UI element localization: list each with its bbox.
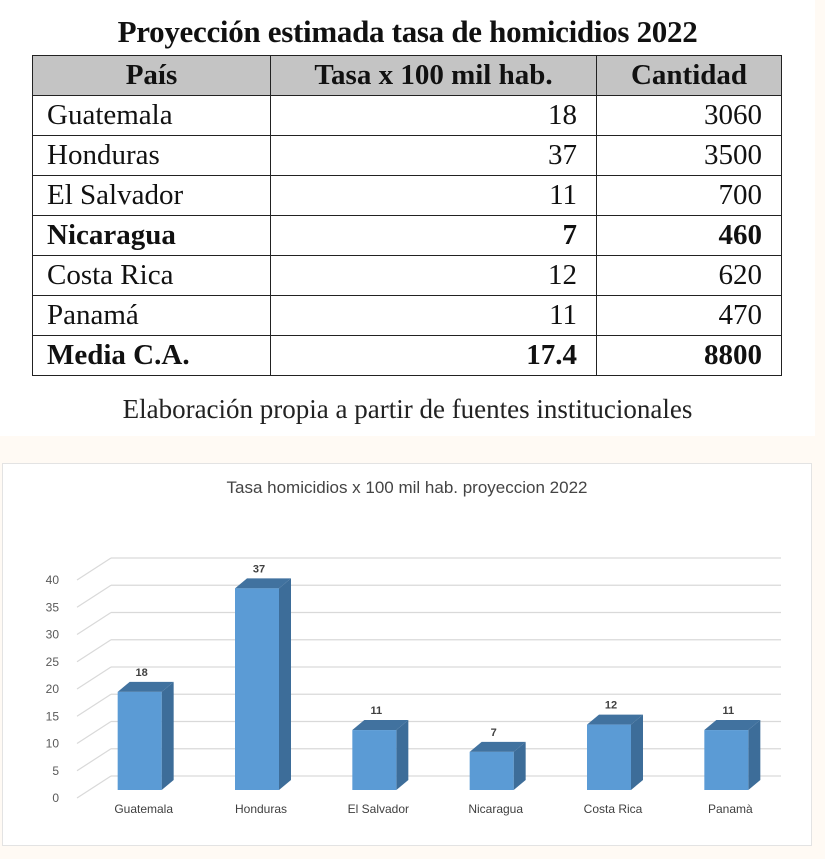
y-axis-ticks: 0 5 10 15 20 25 30 35 40	[46, 573, 60, 805]
y-tick-label: 10	[46, 737, 60, 751]
bar-el-salvador: 11	[352, 705, 409, 790]
chart-title: Tasa homicidios x 100 mil hab. proyeccio…	[226, 478, 588, 497]
chart-gridlines	[76, 557, 781, 799]
y-tick-label: 5	[52, 764, 59, 778]
homicide-table: País Tasa x 100 mil hab. Cantidad Guatem…	[32, 55, 782, 376]
x-category-label: Panamà	[708, 802, 753, 816]
cell-pais: Costa Rica	[32, 255, 271, 296]
bar-chart: Tasa homicidios x 100 mil hab. proyeccio…	[2, 463, 812, 846]
gridline-diagonal	[76, 775, 112, 799]
table-panel: Proyección estimada tasa de homicidios 2…	[0, 0, 815, 436]
header-cantidad: Cantidad	[596, 55, 782, 96]
y-tick-label: 30	[46, 628, 60, 642]
cell-tasa: 17.4	[270, 335, 597, 376]
x-category-label: Honduras	[235, 802, 287, 816]
y-tick-label: 40	[46, 573, 60, 587]
header-tasa: Tasa x 100 mil hab.	[270, 55, 597, 96]
gridline-diagonal	[76, 720, 112, 745]
data-label: 11	[723, 705, 735, 717]
table-row: Honduras 37 3500	[32, 135, 782, 176]
cell-pais: Guatemala	[32, 95, 271, 136]
table-header-row: País Tasa x 100 mil hab. Cantidad	[32, 55, 782, 96]
y-tick-label: 35	[46, 600, 60, 614]
data-label: 37	[253, 563, 265, 575]
gridline-diagonal	[76, 557, 112, 581]
x-category-label: Nicaragua	[468, 802, 523, 816]
table-caption: Elaboración propia a partir de fuentes i…	[122, 394, 693, 424]
cell-tasa: 37	[270, 135, 597, 176]
data-label: 7	[491, 727, 497, 739]
table-row: Costa Rica 12 620	[32, 255, 782, 296]
cell-pais: Media C.A.	[32, 335, 271, 376]
cell-cantidad: 470	[596, 295, 782, 336]
gridline-diagonal	[76, 639, 112, 663]
cell-cantidad: 620	[596, 255, 782, 296]
cell-cantidad: 8800	[596, 335, 782, 376]
gridline-diagonal	[76, 748, 112, 772]
cell-tasa: 12	[270, 255, 597, 296]
y-tick-label: 25	[46, 655, 60, 669]
cell-cantidad: 3060	[596, 95, 782, 136]
cell-tasa: 18	[270, 95, 597, 136]
table-row: El Salvador 11 700	[32, 175, 782, 216]
table-row-total: Media C.A. 17.4 8800	[32, 335, 782, 376]
x-category-label: Costa Rica	[584, 802, 643, 816]
gridline-diagonal	[76, 693, 112, 717]
table-row: Guatemala 18 3060	[32, 95, 782, 136]
data-label: 11	[371, 705, 383, 717]
y-tick-label: 20	[46, 682, 60, 696]
cell-cantidad: 3500	[596, 135, 782, 176]
y-tick-label: 0	[52, 791, 59, 805]
cell-tasa: 11	[270, 175, 597, 216]
cell-pais: Honduras	[32, 135, 271, 176]
bar-guatemala: 18	[117, 667, 174, 790]
chart-bars: 18 37 11 7 12 11	[117, 563, 761, 790]
gridline-diagonal	[76, 584, 112, 608]
cell-tasa: 11	[270, 295, 597, 336]
x-category-label: El Salvador	[348, 802, 409, 816]
y-tick-label: 15	[46, 709, 60, 723]
x-axis-labels: Guatemala Honduras El Salvador Nicaragua Cos…	[114, 802, 753, 816]
cell-cantidad: 460	[596, 215, 782, 256]
gridline-diagonal	[76, 611, 112, 636]
cell-pais: Nicaragua	[32, 215, 271, 256]
table-row: Panamá 11 470	[32, 295, 782, 336]
chart-plot-area: 0 5 10 15 20 25 30 35 40 18 37 11 7 12 11 Guatemala Ho…	[46, 557, 781, 816]
bar-nicaragua: 7	[469, 727, 526, 790]
data-label: 18	[136, 667, 148, 679]
cell-tasa: 7	[270, 215, 597, 256]
data-label: 12	[605, 700, 617, 712]
bar-costa-rica: 12	[587, 700, 643, 790]
cell-pais: El Salvador	[32, 175, 271, 216]
cell-pais: Panamá	[32, 295, 271, 336]
bar-panamà: 11	[704, 705, 761, 790]
x-category-label: Guatemala	[114, 802, 173, 816]
table-title: Proyección estimada tasa de homicidios 2…	[117, 14, 698, 49]
header-pais: País	[32, 55, 271, 96]
table-row-highlight: Nicaragua 7 460	[32, 215, 782, 256]
gridline-diagonal	[76, 666, 112, 690]
cell-cantidad: 700	[596, 175, 782, 216]
bar-honduras: 37	[235, 563, 291, 790]
